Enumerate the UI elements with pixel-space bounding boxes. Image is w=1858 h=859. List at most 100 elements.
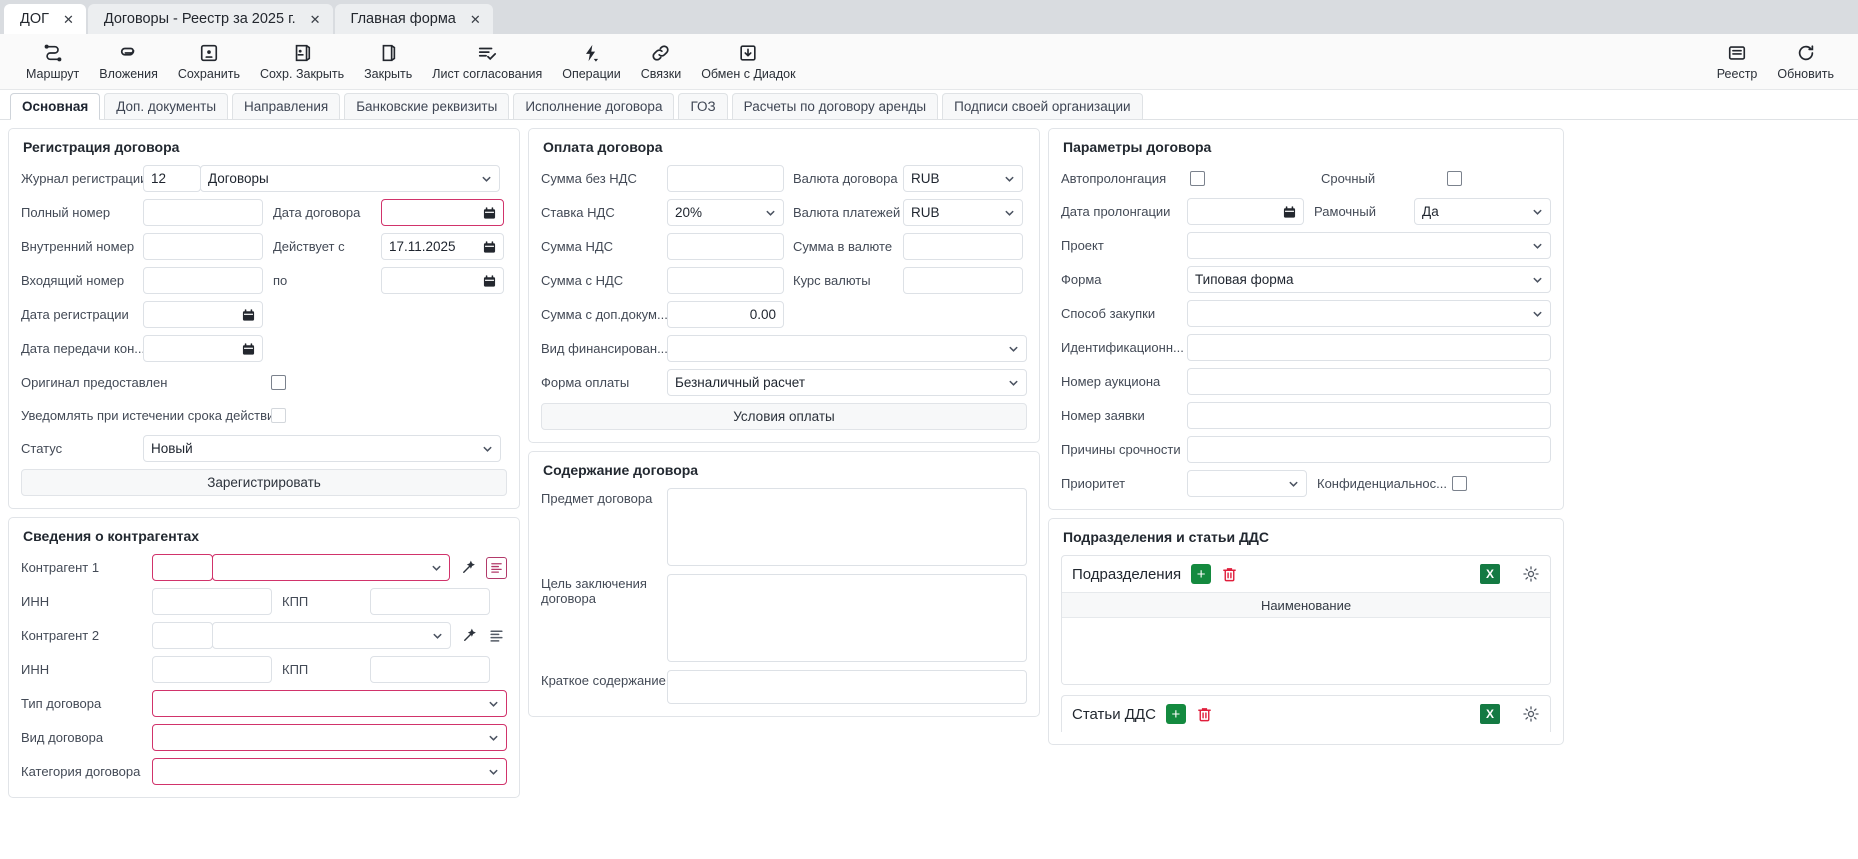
tab-bankovskie-rekvizity[interactable]: Банковские реквизиты [344,93,510,119]
payment-form-select[interactable]: Безналичный расчет [667,369,1027,396]
currency-contract-select[interactable]: RUB [903,165,1023,192]
full-number-input[interactable] [143,199,263,226]
auction-number-input[interactable] [1187,368,1551,395]
ribbon-button-save[interactable]: Сохранить [168,36,250,88]
ribbon-button-attachments[interactable]: Вложения [89,36,168,88]
inn1-input[interactable] [152,588,272,615]
counterparty2-select[interactable] [211,622,451,649]
tab-osnovnaya[interactable]: Основная [10,93,101,120]
form-select[interactable]: Типовая форма [1187,266,1551,293]
contract-category-select[interactable] [152,758,507,785]
payment-terms-button[interactable]: Условия оплаты [541,403,1027,430]
close-icon[interactable]: ✕ [309,11,321,27]
purchase-method-select[interactable] [1187,300,1551,327]
short-content-textarea[interactable] [667,670,1027,704]
ribbon-button-label: Реестр [1716,67,1758,81]
counterparty1-code-input[interactable] [152,554,213,581]
sum-currency-input[interactable] [903,233,1023,260]
urgent-checkbox[interactable] [1447,170,1462,186]
vat-rate-select[interactable]: 20% [667,199,784,226]
journal-name-select[interactable]: Договоры [200,165,500,192]
window-tab-dog[interactable]: ДОГ ✕ [4,4,86,34]
notify-expiry-checkbox[interactable] [271,407,286,423]
field-label: Вид финансирован... [541,341,667,356]
currency-payment-select[interactable]: RUB [903,199,1023,226]
ribbon-button-close[interactable]: Закрыть [354,36,422,88]
urgency-reason-input[interactable] [1187,436,1551,463]
priority-select[interactable] [1187,470,1307,497]
sum-no-vat-input[interactable] [667,165,784,192]
project-select[interactable] [1187,232,1551,259]
dds-add-button[interactable]: + [1165,704,1186,724]
window-tab-registry[interactable]: Договоры - Реестр за 2025 г. ✕ [87,4,333,34]
counterparty1-list-icon[interactable] [485,556,507,579]
sum-docs-input[interactable]: 0.00 [667,301,784,328]
inn2-input[interactable] [152,656,272,683]
sum-with-vat-input[interactable] [667,267,784,294]
kpp2-input[interactable] [370,656,490,683]
original-provided-checkbox[interactable] [271,374,286,390]
transfer-date-input[interactable] [143,335,263,362]
register-button[interactable]: Зарегистрировать [21,469,507,496]
dds-title: Статьи ДДС [1072,705,1156,723]
valid-to-input[interactable] [381,267,504,294]
reg-date-input[interactable] [143,301,263,328]
confidential-checkbox[interactable] [1452,476,1467,491]
calendar-icon [242,342,255,355]
financing-type-select[interactable] [667,335,1027,362]
subject-textarea[interactable] [667,488,1027,566]
counterparty1-select[interactable] [211,554,451,581]
divisions-add-button[interactable]: + [1191,564,1212,584]
divisions-grid-body[interactable] [1062,618,1550,684]
counterparty2-list-icon[interactable] [487,625,508,646]
close-icon[interactable]: ✕ [62,11,74,27]
window-tab-main-form[interactable]: Главная форма ✕ [334,4,493,34]
vat-sum-input[interactable] [667,233,784,260]
contract-date-input[interactable] [381,199,504,226]
ribbon-button-approval-sheet[interactable]: Лист согласования [422,36,552,88]
divisions-export-excel-button[interactable]: X [1480,564,1500,584]
tab-label: Подписи своей организации [954,99,1131,114]
ribbon-button-save-close[interactable]: Сохр. Закрыть [250,36,354,88]
identification-input[interactable] [1187,334,1551,361]
tab-napravleniya[interactable]: Направления [232,93,341,119]
magic-wand-icon[interactable] [459,625,480,646]
valid-from-input[interactable]: 17.11.2025 [381,233,504,260]
contract-type-select[interactable] [152,690,507,717]
tab-podpisi-organizacii[interactable]: Подписи своей организации [942,93,1143,119]
window-tab-label: Главная форма [350,11,456,27]
internal-number-input[interactable] [143,233,263,260]
contract-kind-select[interactable] [152,724,507,751]
divisions-delete-button[interactable] [1221,566,1238,583]
autoprolongation-checkbox[interactable] [1190,170,1205,186]
tab-dop-dokumenty[interactable]: Доп. документы [104,93,229,119]
magic-wand-icon[interactable] [458,557,478,578]
incoming-number-input[interactable] [143,267,263,294]
divisions-settings-button[interactable] [1522,565,1540,583]
dds-settings-button[interactable] [1522,705,1540,723]
ribbon-button-operations[interactable]: Операции [552,36,630,88]
field-label: Дата регистрации [21,307,129,322]
kpp1-input[interactable] [370,588,490,615]
tab-ispolnenie-dogovora[interactable]: Исполнение договора [513,93,675,119]
ribbon-button-links[interactable]: Связки [631,36,691,88]
tab-goz[interactable]: ГОЗ [678,93,728,119]
counterparty2-code-input[interactable] [152,622,213,649]
ribbon-button-refresh[interactable]: Обновить [1767,36,1844,88]
tab-raschety-arendy[interactable]: Расчеты по договору аренды [731,93,939,119]
dds-export-excel-button[interactable]: X [1480,704,1500,724]
ribbon-button-registry[interactable]: Реестр [1707,36,1768,88]
checklist-icon [476,42,498,64]
ribbon-button-diadok-exchange[interactable]: Обмен с Диадок [691,36,805,88]
ribbon-button-label: Маршрут [26,67,80,81]
journal-code-input[interactable]: 12 [143,165,201,192]
ribbon-button-route[interactable]: Маршрут [16,36,89,88]
purpose-textarea[interactable] [667,574,1027,662]
currency-rate-input[interactable] [903,267,1023,294]
framework-select[interactable]: Да [1414,198,1551,225]
request-number-input[interactable] [1187,402,1551,429]
dds-delete-button[interactable] [1196,706,1213,723]
close-icon[interactable]: ✕ [469,11,481,27]
status-select[interactable]: Новый [143,435,501,462]
prolongation-date-input[interactable] [1187,198,1305,225]
